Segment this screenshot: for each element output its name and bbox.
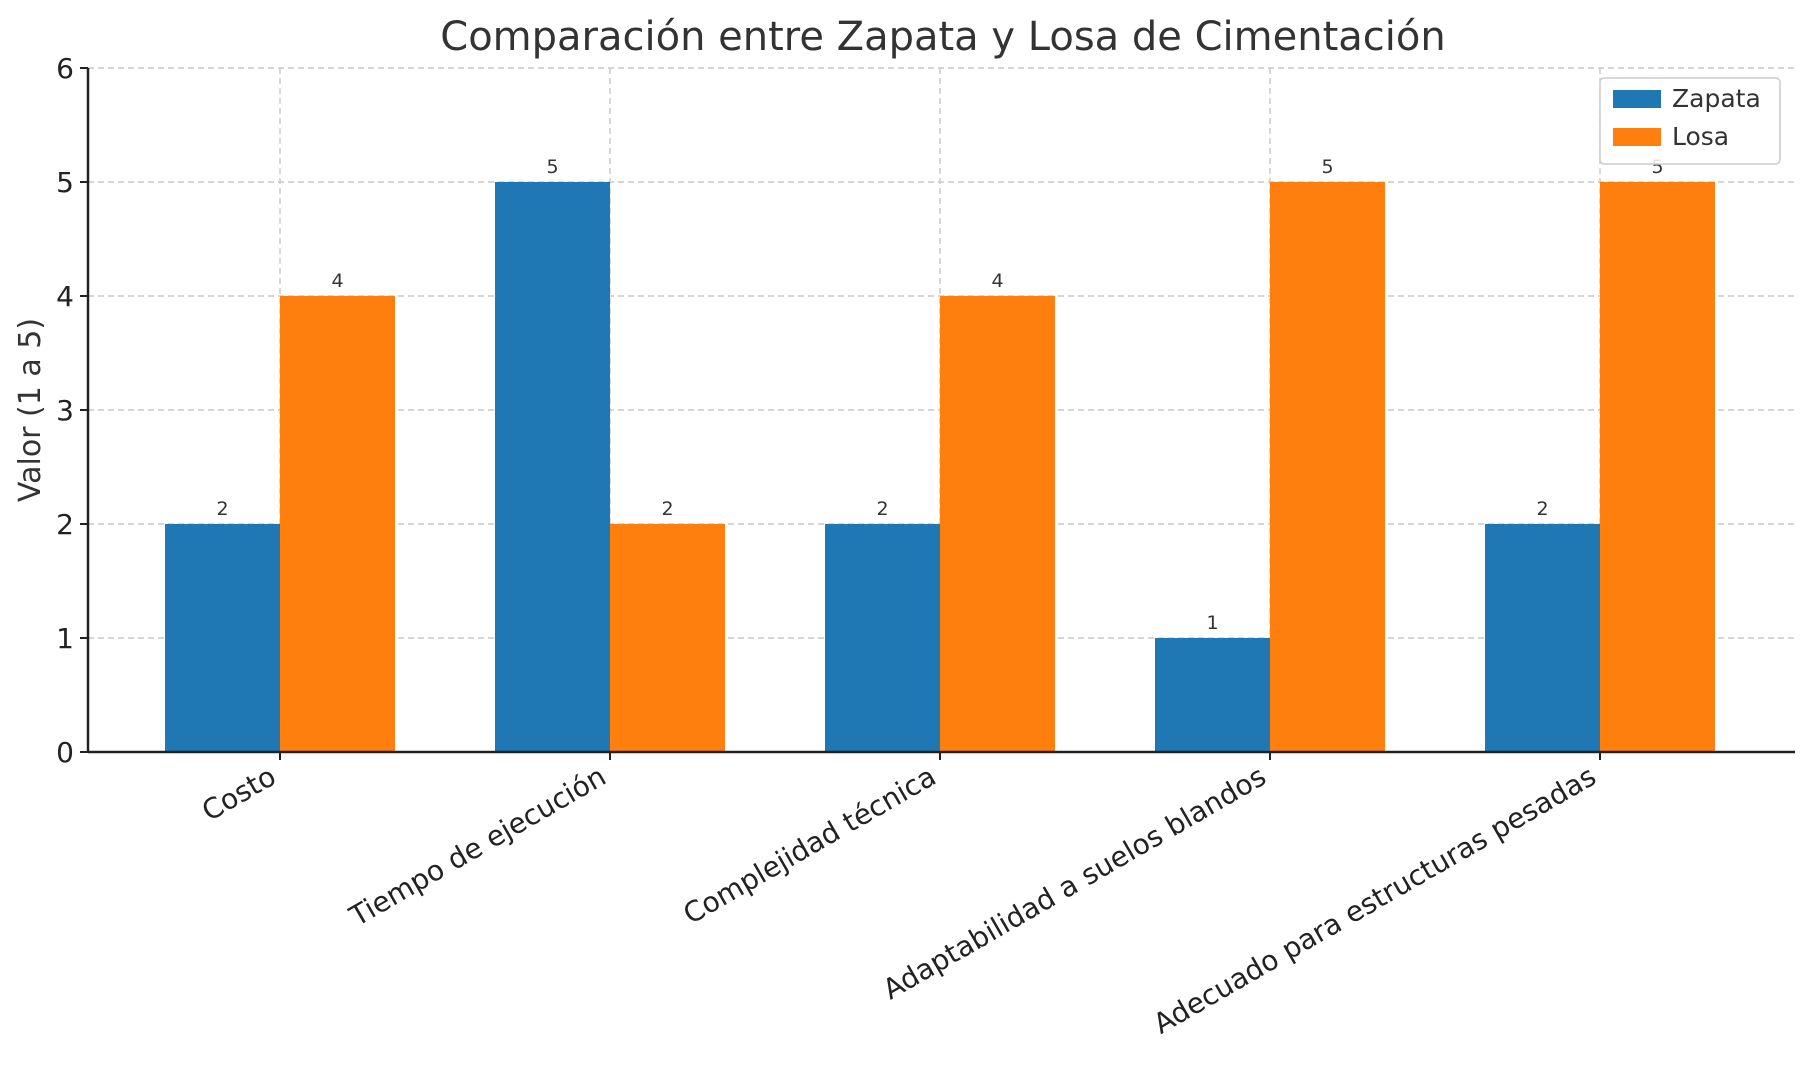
bar-losa-5 xyxy=(1600,182,1715,752)
legend-label-zapata: Zapata xyxy=(1672,84,1761,113)
data-label-zapata-5: 2 xyxy=(1536,498,1548,520)
x-category-label: Costo xyxy=(196,759,281,827)
data-label-zapata-4: 1 xyxy=(1206,612,1218,634)
bar-zapata-5 xyxy=(1485,524,1600,752)
bar-zapata-3 xyxy=(825,524,940,752)
y-tick-label: 2 xyxy=(56,508,74,541)
y-tick-label: 0 xyxy=(56,736,74,769)
legend-label-losa: Losa xyxy=(1672,122,1729,151)
bar-losa-2 xyxy=(610,524,725,752)
bar-losa-1 xyxy=(280,296,395,752)
bar-losa-4 xyxy=(1270,182,1385,752)
y-tick-label: 3 xyxy=(56,394,74,427)
data-label-zapata-1: 2 xyxy=(216,498,228,520)
x-category-label: Adaptabilidad a suelos blandos xyxy=(877,759,1271,1006)
data-label-losa-3: 4 xyxy=(991,270,1003,292)
y-axis-label: Valor (1 a 5) xyxy=(13,318,48,502)
chart-title: Comparación entre Zapata y Losa de Cimen… xyxy=(440,14,1445,60)
data-label-zapata-2: 5 xyxy=(546,156,558,178)
legend-swatch-losa xyxy=(1613,128,1661,146)
x-category-label: Complejidad técnica xyxy=(678,759,942,930)
legend: Zapata Losa xyxy=(1599,77,1781,165)
y-tick-label: 1 xyxy=(56,622,74,655)
bar-zapata-4 xyxy=(1155,638,1270,752)
bar-zapata-2 xyxy=(495,182,610,752)
y-tick-label: 5 xyxy=(56,166,74,199)
y-tick-label: 6 xyxy=(56,52,74,85)
x-category-label: Tiempo de ejecución xyxy=(343,759,611,933)
data-label-losa-2: 2 xyxy=(661,498,673,520)
legend-swatch-zapata xyxy=(1613,90,1661,108)
data-label-losa-1: 4 xyxy=(331,270,343,292)
bars xyxy=(165,182,1715,752)
bar-zapata-1 xyxy=(165,524,280,752)
data-label-zapata-3: 2 xyxy=(876,498,888,520)
bar-losa-3 xyxy=(940,296,1055,752)
data-label-losa-4: 5 xyxy=(1321,156,1333,178)
y-tick-label: 4 xyxy=(56,280,74,313)
